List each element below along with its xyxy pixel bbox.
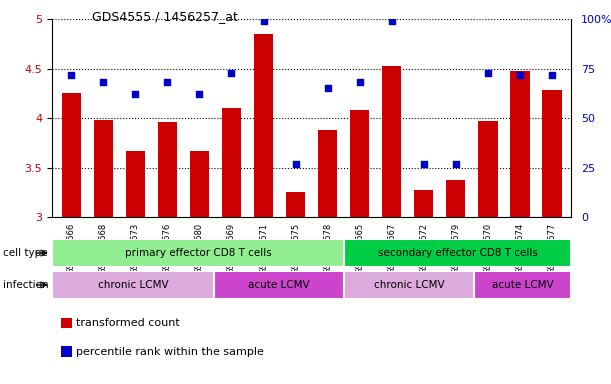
- Bar: [543, 90, 562, 217]
- Text: cell type: cell type: [3, 248, 48, 258]
- Bar: [478, 121, 497, 217]
- Text: chronic LCMV: chronic LCMV: [374, 280, 444, 290]
- Point: [98, 79, 108, 86]
- Text: chronic LCMV: chronic LCMV: [98, 280, 169, 290]
- Point: [483, 70, 493, 76]
- Bar: [126, 151, 145, 217]
- Bar: [52, 239, 344, 267]
- Bar: [350, 110, 369, 217]
- Bar: [93, 120, 113, 217]
- Text: primary effector CD8 T cells: primary effector CD8 T cells: [125, 248, 271, 258]
- Bar: [344, 239, 571, 267]
- Bar: [414, 190, 433, 217]
- Text: transformed count: transformed count: [76, 318, 180, 328]
- Bar: [222, 108, 241, 217]
- Bar: [190, 151, 209, 217]
- Point: [258, 18, 268, 24]
- Bar: [382, 66, 401, 217]
- Point: [194, 91, 204, 98]
- Point: [323, 85, 332, 91]
- Bar: [214, 271, 344, 299]
- Bar: [62, 93, 81, 217]
- Point: [227, 70, 236, 76]
- Point: [547, 71, 557, 78]
- Point: [387, 18, 397, 24]
- Bar: [158, 122, 177, 217]
- Text: percentile rank within the sample: percentile rank within the sample: [76, 347, 264, 357]
- Point: [163, 79, 172, 86]
- Bar: [344, 271, 474, 299]
- Point: [451, 161, 461, 167]
- Text: infection: infection: [3, 280, 49, 290]
- Bar: [446, 180, 466, 217]
- Bar: [52, 271, 214, 299]
- Point: [515, 71, 525, 78]
- Text: acute LCMV: acute LCMV: [248, 280, 310, 290]
- Bar: [318, 130, 337, 217]
- Point: [419, 161, 429, 167]
- Point: [355, 79, 365, 86]
- Bar: [286, 192, 306, 217]
- Point: [291, 161, 301, 167]
- Bar: [510, 71, 530, 217]
- Bar: [474, 271, 571, 299]
- Bar: [254, 34, 273, 217]
- Point: [130, 91, 140, 98]
- Text: secondary effector CD8 T cells: secondary effector CD8 T cells: [378, 248, 538, 258]
- Text: acute LCMV: acute LCMV: [492, 280, 554, 290]
- Text: GDS4555 / 1456257_at: GDS4555 / 1456257_at: [92, 10, 238, 23]
- Point: [66, 71, 76, 78]
